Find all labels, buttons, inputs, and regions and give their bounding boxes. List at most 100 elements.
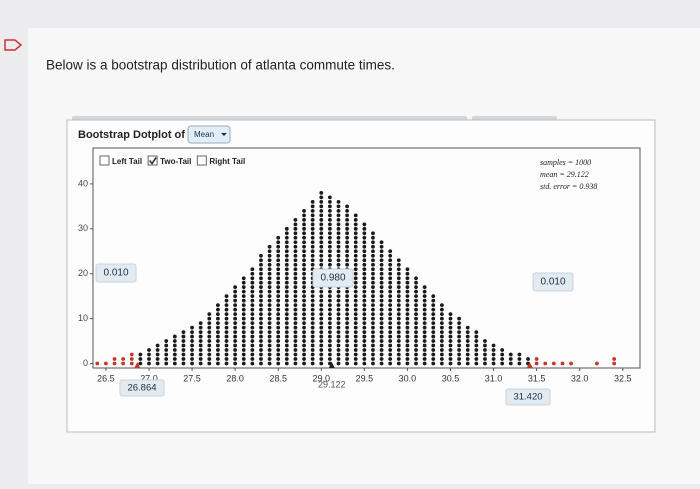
dot xyxy=(207,348,212,352)
dot xyxy=(129,352,134,357)
dot xyxy=(414,348,418,352)
checkbox[interactable] xyxy=(99,155,110,166)
prompt: Below is a bootstrap distribution of atl… xyxy=(46,58,395,73)
dot xyxy=(551,361,556,366)
dot-column xyxy=(517,352,522,366)
dot xyxy=(233,325,238,330)
dot xyxy=(112,361,117,366)
dot xyxy=(483,357,487,361)
dot-column xyxy=(190,325,194,366)
dot xyxy=(310,316,315,321)
dot xyxy=(302,240,306,245)
dot xyxy=(276,276,281,281)
dot xyxy=(284,348,289,352)
dot-column xyxy=(569,361,573,366)
dot xyxy=(284,321,289,325)
dot xyxy=(276,316,281,321)
dot xyxy=(353,352,358,357)
dot xyxy=(319,343,324,348)
dot xyxy=(293,226,298,231)
dot-column xyxy=(431,294,436,366)
dot xyxy=(267,348,272,352)
dot xyxy=(250,321,255,325)
checkbox[interactable] xyxy=(196,155,207,166)
dot xyxy=(147,361,151,366)
dot xyxy=(448,321,453,325)
dot xyxy=(405,276,410,281)
dot xyxy=(353,262,358,267)
dot xyxy=(448,343,453,348)
dot xyxy=(319,298,324,303)
dot xyxy=(362,330,367,334)
dot xyxy=(474,343,479,348)
dot xyxy=(345,312,350,317)
dot xyxy=(233,343,238,348)
statistic-dropdown[interactable] xyxy=(187,125,231,144)
dot xyxy=(345,294,350,299)
dot xyxy=(396,307,401,312)
plot-frame xyxy=(92,147,641,369)
dot xyxy=(396,280,401,285)
dot xyxy=(172,339,177,343)
dot xyxy=(353,307,358,312)
dot xyxy=(276,262,281,267)
dot xyxy=(284,330,289,334)
dot xyxy=(276,321,281,325)
dot xyxy=(353,312,358,317)
dot xyxy=(284,249,289,254)
dot xyxy=(448,316,453,321)
dot xyxy=(457,348,461,352)
dot xyxy=(543,361,548,366)
dot xyxy=(284,240,289,245)
flag-icon[interactable] xyxy=(4,39,23,51)
dot xyxy=(259,321,263,325)
dot xyxy=(371,262,375,267)
dot xyxy=(612,361,617,366)
dot xyxy=(396,343,401,348)
dot xyxy=(319,307,324,312)
dot xyxy=(310,222,315,227)
dot xyxy=(267,298,272,303)
dot xyxy=(474,348,479,352)
dot xyxy=(224,312,229,317)
dot xyxy=(422,334,427,339)
dot xyxy=(259,289,263,294)
dot xyxy=(310,298,315,303)
dot xyxy=(336,352,341,357)
dot xyxy=(121,357,126,361)
dot xyxy=(284,294,289,299)
dot-column xyxy=(345,204,350,366)
dot xyxy=(310,348,315,352)
dot xyxy=(310,334,315,339)
dot xyxy=(362,307,367,312)
dot xyxy=(302,271,306,276)
dot xyxy=(224,334,229,339)
dot xyxy=(302,312,306,317)
dot xyxy=(353,325,358,330)
dot xyxy=(267,294,272,299)
dot xyxy=(422,316,427,321)
dot-column xyxy=(216,303,220,366)
dot-column xyxy=(474,330,479,366)
dot-column xyxy=(233,285,238,366)
dot-column xyxy=(414,276,418,366)
dot xyxy=(293,240,298,245)
dot xyxy=(396,271,401,276)
dot xyxy=(267,307,272,312)
dot xyxy=(379,289,384,294)
dot xyxy=(405,339,410,343)
dot xyxy=(396,312,401,317)
dot xyxy=(138,357,143,361)
dot xyxy=(405,267,410,272)
dot xyxy=(414,303,418,308)
dot xyxy=(371,312,375,317)
dot xyxy=(396,339,401,343)
checkbox[interactable] xyxy=(147,155,158,166)
dot xyxy=(388,276,393,281)
dot xyxy=(371,249,375,254)
dot xyxy=(414,312,418,317)
dot xyxy=(362,334,367,339)
dot xyxy=(267,303,272,308)
dot xyxy=(259,339,263,343)
dot xyxy=(353,361,358,366)
